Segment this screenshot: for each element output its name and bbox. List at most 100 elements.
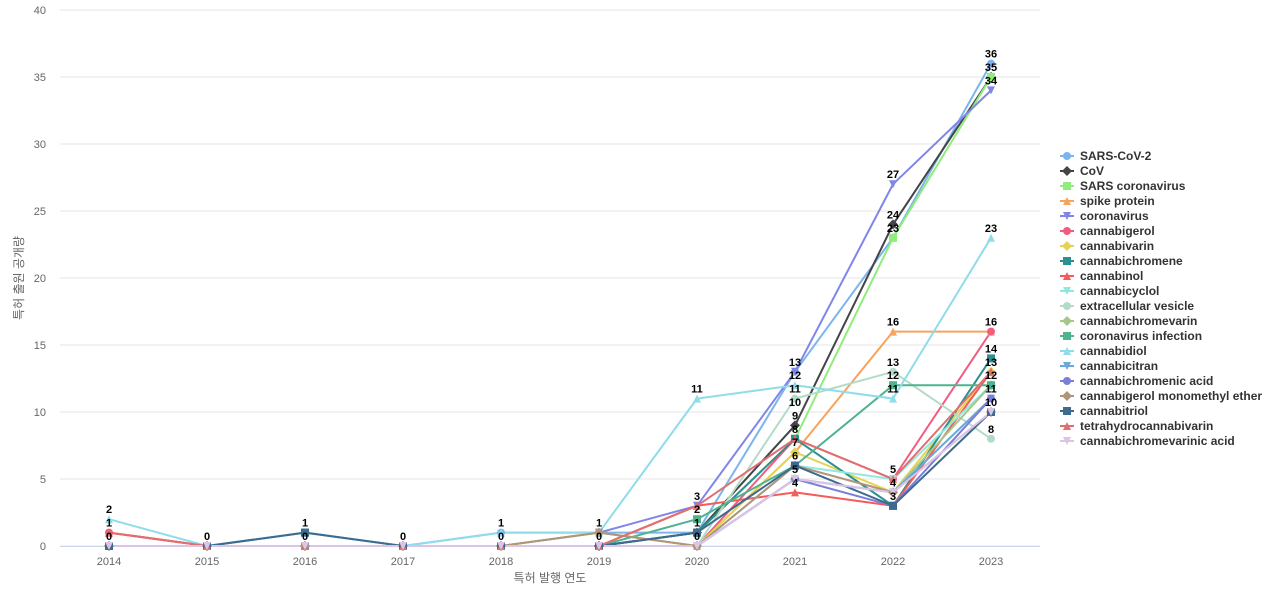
data-label: 12: [789, 370, 801, 382]
x-tick-label: 2023: [979, 556, 1003, 568]
x-tick-label: 2015: [195, 556, 219, 568]
y-tick-label: 40: [34, 5, 46, 17]
legend-item[interactable]: spike protein: [1060, 194, 1155, 208]
legend-item[interactable]: CoV: [1060, 164, 1104, 178]
data-label: 24: [887, 209, 900, 221]
legend-item[interactable]: cannabigerol monomethyl ether: [1060, 389, 1262, 403]
data-label: 0: [400, 531, 406, 543]
series-point: [889, 233, 897, 242]
x-tick-label: 2022: [881, 556, 905, 568]
data-labels: 210 010 0101011321013121110987654272423161…: [106, 49, 998, 543]
data-label: 0: [498, 531, 504, 543]
legend-label: cannabinol: [1080, 269, 1143, 283]
series-point: [595, 542, 603, 550]
data-label: 36: [985, 49, 997, 61]
y-tick-label: 35: [34, 72, 46, 84]
data-label: 16: [887, 317, 899, 329]
legend-item[interactable]: cannabicyclol: [1060, 284, 1159, 298]
data-label: 0: [596, 531, 602, 543]
legend-marker: [1063, 437, 1071, 445]
data-label: 1: [302, 518, 308, 530]
data-label: 9: [792, 410, 798, 422]
data-label: 13: [985, 357, 997, 369]
data-label: 11: [887, 384, 899, 396]
legend-marker: [1063, 347, 1071, 355]
series-point: [987, 354, 995, 363]
series-point: [791, 367, 799, 376]
series-line-14: [109, 397, 992, 547]
data-label: 14: [985, 343, 998, 355]
series-point: [987, 434, 995, 443]
series-point: [987, 59, 995, 68]
legend-label: cannabigerol: [1080, 224, 1155, 238]
y-tick-label: 10: [34, 407, 46, 419]
series-point: [693, 501, 701, 510]
legend-item[interactable]: cannabitriol: [1060, 404, 1148, 418]
series-point: [889, 488, 897, 497]
legend-marker: [1063, 332, 1071, 340]
y-tick-label: 30: [34, 139, 46, 151]
legend-label: tetrahydrocannabivarin: [1080, 419, 1213, 433]
series-point: [889, 180, 897, 189]
series-point: [791, 488, 799, 497]
series-lines: [108, 63, 992, 547]
series-point: [889, 501, 897, 510]
legend-label: cannabichromevarinic acid: [1080, 434, 1235, 448]
legend-item[interactable]: cannabivarin: [1060, 239, 1154, 253]
series-point: [791, 381, 799, 390]
data-label: 12: [887, 370, 899, 382]
series-point: [888, 219, 898, 230]
legend-item[interactable]: SARS-CoV-2: [1060, 149, 1152, 163]
legend-marker: [1062, 391, 1072, 401]
series-line-10: [109, 370, 992, 547]
data-label: 5: [890, 464, 896, 476]
data-label: 1: [498, 518, 504, 530]
data-label: 23: [985, 223, 997, 235]
series-line-7: [109, 357, 992, 547]
legend-item[interactable]: cannabichromevarin: [1060, 314, 1197, 328]
y-tick-label: 25: [34, 206, 46, 218]
legend-item[interactable]: cannabicitran: [1060, 359, 1158, 373]
data-label: 6: [792, 451, 798, 463]
data-label: 1: [596, 518, 602, 530]
legend-label: cannabitriol: [1080, 404, 1148, 418]
legend-label: SARS-CoV-2: [1080, 149, 1152, 163]
series-markers: [104, 59, 996, 551]
series-point: [987, 381, 995, 390]
data-label: 2: [106, 504, 112, 516]
series-line-5: [108, 331, 992, 547]
legend-label: SARS coronavirus: [1080, 179, 1186, 193]
legend-item[interactable]: extracellular vesicle: [1060, 299, 1194, 313]
data-label: 35: [985, 62, 997, 74]
legend-item[interactable]: tetrahydrocannabivarin: [1060, 419, 1213, 433]
x-tick-label: 2016: [293, 556, 317, 568]
series-point: [105, 528, 113, 537]
series-line-15: [109, 397, 992, 547]
series-point: [790, 420, 800, 431]
legend-marker: [1063, 362, 1071, 370]
data-label: 0: [694, 531, 700, 543]
series-point: [105, 542, 113, 550]
legend-item[interactable]: cannabidiol: [1060, 344, 1147, 358]
legend-item[interactable]: cannabigerol: [1060, 224, 1155, 238]
data-label: 4: [890, 477, 897, 489]
data-label: 13: [887, 357, 899, 369]
data-label: 3: [694, 491, 700, 503]
x-tick-label: 2020: [685, 556, 709, 568]
legend-item[interactable]: coronavirus infection: [1060, 329, 1202, 343]
legend-item[interactable]: cannabichromevarinic acid: [1060, 434, 1235, 448]
data-label: 0: [204, 531, 210, 543]
series-line-2: [109, 76, 992, 547]
series-line-3: [109, 330, 991, 547]
legend-marker: [1063, 212, 1071, 220]
legend-item[interactable]: cannabichromenic acid: [1060, 374, 1213, 388]
series-point: [497, 528, 505, 537]
legend-item[interactable]: cannabinol: [1060, 269, 1143, 283]
legend-item[interactable]: coronavirus: [1060, 209, 1149, 223]
legend-item[interactable]: SARS coronavirus: [1060, 179, 1186, 193]
legend-marker: [1063, 227, 1071, 235]
data-label: 8: [988, 424, 994, 436]
series-point: [791, 434, 799, 443]
legend-item[interactable]: cannabichromene: [1060, 254, 1183, 268]
